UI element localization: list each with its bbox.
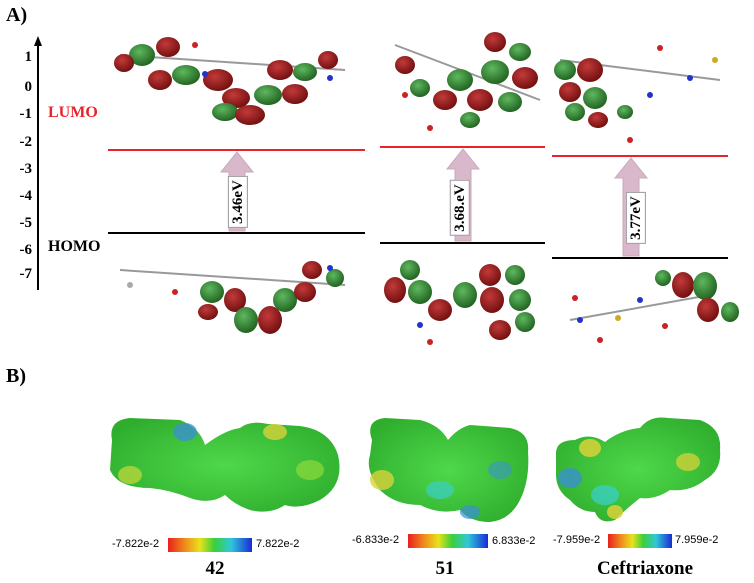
caption-ceftriaxone: Ceftriaxone [596, 558, 694, 579]
lumo-orbital-ceftriaxone [554, 45, 721, 143]
y-tick: -1 [19, 106, 33, 122]
lumo-orbital-42 [114, 37, 346, 125]
homo-orbital-42 [119, 261, 346, 334]
esp-max-51: 6.833e-2 [492, 535, 536, 547]
panel-a-label: A) [6, 4, 28, 26]
y-tick: -7 [19, 266, 33, 282]
lumo-orbital-51 [394, 32, 541, 131]
y-tick: -6 [19, 242, 33, 258]
esp-max-42: 7.822e-2 [256, 538, 300, 550]
homo-orbital-ceftriaxone [569, 270, 739, 343]
esp-color-scale-51 [408, 534, 488, 548]
esp-map-ceftriaxone [555, 417, 721, 522]
homo-label: HOMO [48, 238, 101, 255]
homo-orbital-51 [384, 260, 535, 345]
panel-b-label: B) [6, 365, 26, 387]
esp-min-ceftriaxone: -7.959e-2 [553, 534, 601, 546]
esp-min-42: -7.822e-2 [112, 538, 160, 550]
esp-map-42 [110, 418, 340, 512]
esp-max-ceftriaxone: 7.959e-2 [675, 534, 719, 546]
y-tick: 0 [24, 79, 33, 95]
y-tick: -4 [19, 188, 33, 204]
y-tick: -3 [19, 161, 33, 177]
y-tick: 1 [24, 49, 33, 65]
lumo-label: LUMO [48, 104, 98, 121]
esp-map-51 [368, 418, 529, 522]
esp-color-scale-42 [168, 538, 252, 552]
esp-min-51: -6.833e-2 [352, 534, 400, 546]
caption-51: 51 [435, 558, 455, 579]
y-tick: -2 [19, 134, 33, 150]
caption-42: 42 [205, 558, 225, 579]
esp-color-scale-ceftriaxone [608, 534, 672, 548]
y-tick: -5 [19, 215, 33, 231]
